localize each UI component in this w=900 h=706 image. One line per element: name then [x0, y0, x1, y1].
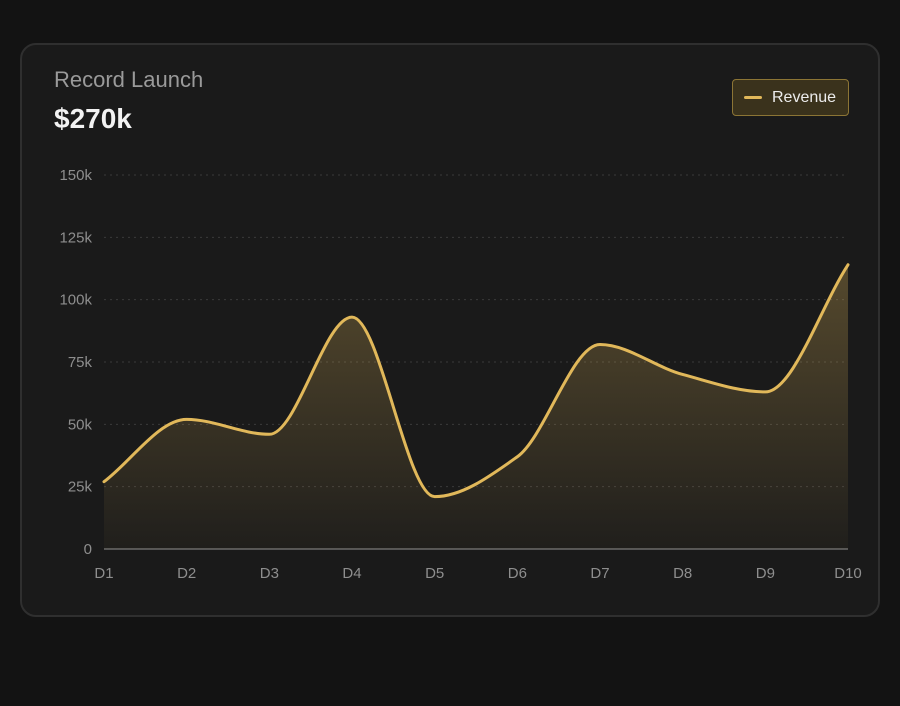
x-tick-label: D9: [756, 565, 775, 582]
y-tick-label: 150k: [59, 167, 92, 184]
revenue-line[interactable]: [102, 263, 850, 499]
y-tick-label: 25k: [68, 479, 93, 496]
revenue-point-d3[interactable]: [264, 429, 274, 439]
x-tick-label: D1: [94, 565, 113, 582]
revenue-point-d4[interactable]: [347, 312, 357, 322]
x-tick-label: D5: [425, 565, 444, 582]
x-tick-label: D10: [834, 565, 862, 582]
revenue-point-d7[interactable]: [595, 340, 605, 350]
card-title: Record Launch: [54, 67, 204, 92]
y-axis-ticks: 0 25k 50k 75k 100k 125k 150k: [59, 167, 92, 558]
y-tick-label: 125k: [59, 229, 92, 246]
series-revenue: [99, 260, 853, 549]
revenue-point-d1[interactable]: [99, 477, 109, 487]
revenue-point-d9[interactable]: [760, 387, 770, 397]
revenue-point-d10[interactable]: [843, 260, 853, 270]
y-tick-label: 50k: [68, 416, 93, 433]
chart-legend[interactable]: Revenue: [732, 79, 849, 116]
card-total-value: $270k: [54, 103, 132, 134]
y-tick-label: 100k: [59, 292, 92, 309]
y-tick-label: 75k: [68, 354, 93, 371]
revenue-point-d6[interactable]: [512, 452, 522, 462]
revenue-point-d2[interactable]: [182, 414, 192, 424]
x-tick-label: D4: [342, 565, 361, 582]
revenue-area-fill: [104, 264, 848, 549]
revenue-point-d8[interactable]: [678, 369, 688, 379]
x-tick-label: D6: [508, 565, 527, 582]
x-tick-label: D3: [260, 565, 279, 582]
x-axis-ticks: D1 D2 D3 D4 D5 D6 D7 D8 D9 D10: [94, 565, 861, 582]
y-tick-label: 0: [84, 541, 92, 558]
x-tick-label: D8: [673, 565, 692, 582]
legend-line-swatch: [744, 96, 762, 99]
x-tick-label: D7: [590, 565, 609, 582]
x-tick-label: D2: [177, 565, 196, 582]
revenue-point-d5[interactable]: [430, 492, 440, 502]
legend-label-revenue: Revenue: [772, 88, 837, 106]
